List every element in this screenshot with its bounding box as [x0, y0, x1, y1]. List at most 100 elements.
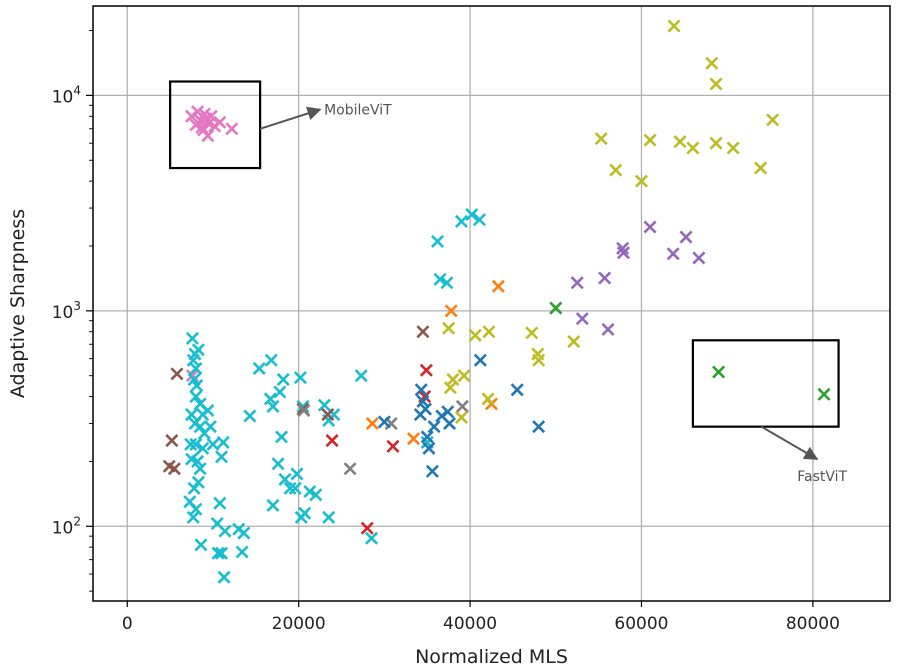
data-point: [709, 77, 723, 91]
data-point: [686, 141, 700, 155]
data-point: [218, 524, 232, 538]
x-tick-label: 20000: [272, 614, 326, 634]
data-point: [532, 420, 546, 434]
data-point: [196, 441, 210, 455]
data-point: [418, 402, 433, 416]
x-tick-label: 40000: [443, 614, 497, 634]
data-point: [433, 272, 447, 286]
data-point: [712, 365, 726, 379]
data-point: [616, 241, 630, 255]
data-point: [185, 331, 199, 345]
data-point: [213, 115, 227, 129]
y-axis-ticks: 102 103 104: [52, 30, 93, 592]
data-point: [322, 510, 336, 524]
data-point: [278, 472, 292, 486]
data-point: [414, 383, 428, 397]
annotation-label: FastViT: [797, 469, 847, 485]
data-point: [321, 408, 335, 422]
data-point: [191, 343, 205, 357]
data-point: [184, 437, 198, 451]
data-point: [667, 19, 681, 33]
data-point: [213, 496, 227, 510]
data-point: [532, 353, 546, 367]
data-point: [692, 251, 706, 265]
data-point: [290, 467, 304, 481]
data-point: [217, 570, 231, 584]
grid-lines: [93, 6, 890, 601]
data-point: [203, 420, 217, 434]
data-point: [609, 163, 623, 177]
data-point: [189, 361, 203, 376]
data-point: [754, 161, 768, 175]
data-point: [616, 246, 630, 260]
data-point: [354, 369, 368, 383]
data-point: [709, 136, 723, 150]
data-point: [189, 502, 203, 516]
data-point: [679, 230, 693, 244]
data-point: [225, 122, 239, 136]
data-point: [201, 403, 215, 417]
annotation-box: [169, 80, 262, 170]
data-point: [473, 353, 487, 367]
x-tick-label: 80000: [786, 614, 840, 634]
data-point: [195, 120, 209, 134]
data-point: [296, 399, 310, 413]
data-points: [162, 19, 831, 584]
data-point: [455, 399, 469, 413]
data-point: [422, 441, 436, 455]
data-point: [275, 430, 289, 444]
data-point: [191, 454, 205, 468]
data-point: [193, 462, 207, 476]
data-point: [570, 276, 584, 290]
data-point: [235, 545, 249, 559]
data-point: [440, 276, 454, 290]
data-point: [377, 415, 391, 429]
data-point: [167, 462, 181, 476]
y-axis-label: Adaptive Sharpness: [7, 209, 29, 398]
data-point: [549, 301, 563, 315]
data-point: [243, 409, 257, 423]
data-point: [472, 213, 487, 227]
data-point: [170, 367, 184, 381]
data-point: [634, 174, 648, 188]
data-point: [643, 133, 657, 147]
data-point: [454, 410, 469, 424]
data-point: [766, 113, 780, 127]
data-point: [442, 416, 457, 431]
data-point: [194, 538, 208, 552]
data-point: [525, 326, 539, 340]
data-point: [283, 481, 297, 495]
data-point: [575, 312, 589, 326]
data-point: [294, 510, 308, 524]
data-point: [237, 526, 251, 540]
data-point: [427, 420, 441, 434]
data-point: [189, 390, 203, 404]
data-point: [343, 462, 357, 476]
data-point: [430, 234, 445, 248]
y-tick-label: 102: [52, 514, 81, 538]
data-point: [673, 135, 687, 149]
annotation-box: [691, 339, 840, 428]
data-point: [271, 457, 285, 471]
data-point: [264, 353, 278, 367]
data-point: [273, 385, 287, 399]
data-point: [406, 432, 421, 446]
data-point: [465, 207, 479, 222]
data-point: [327, 408, 341, 422]
data-point: [442, 321, 456, 335]
y-tick-label: 104: [52, 83, 81, 107]
data-point: [165, 434, 179, 448]
data-point: [204, 109, 218, 123]
data-point: [263, 392, 277, 406]
data-point: [510, 383, 524, 397]
data-point: [288, 481, 302, 495]
data-point: [443, 381, 457, 395]
data-point: [705, 56, 719, 70]
x-axis-label: Normalized MLS: [415, 646, 568, 668]
data-point: [567, 335, 581, 349]
annotation-arrow: [259, 106, 322, 130]
x-axis-ticks: 0 20000 40000 60000 80000: [122, 601, 840, 634]
data-point: [601, 322, 615, 336]
data-point: [185, 408, 199, 422]
data-point: [193, 420, 207, 434]
